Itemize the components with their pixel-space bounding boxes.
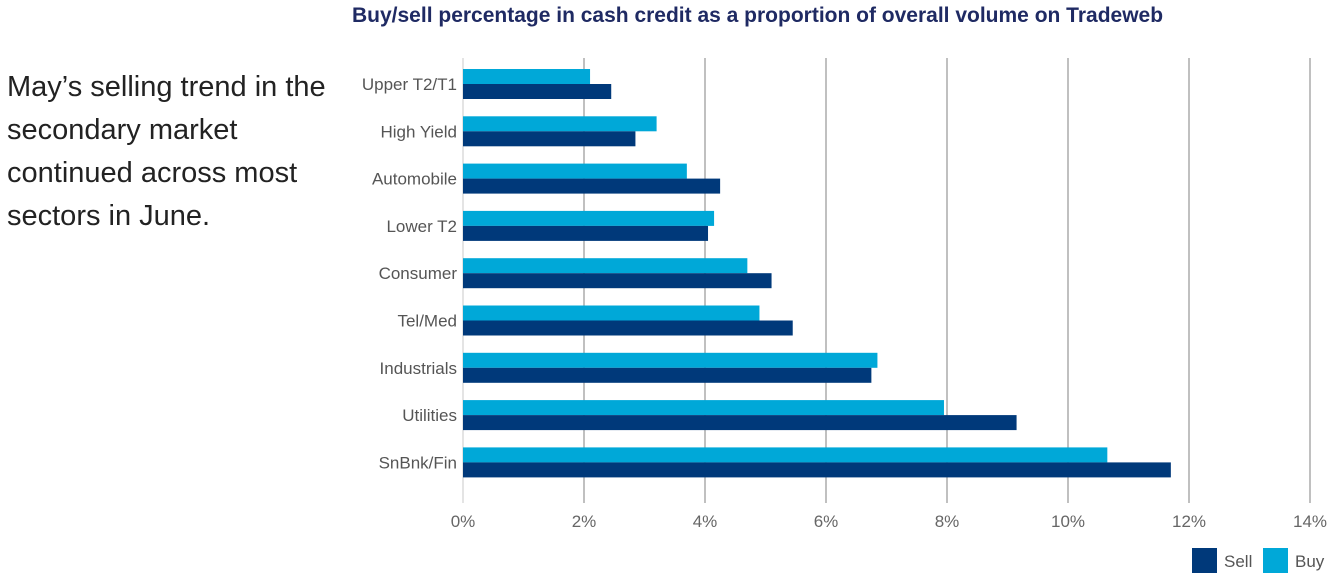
legend-swatch-buy — [1263, 548, 1288, 573]
buy-bar — [463, 352, 878, 368]
x-tick-label: 2% — [572, 512, 597, 531]
legend-swatch-sell — [1192, 548, 1217, 573]
sell-bar — [463, 273, 772, 289]
category-label: Consumer — [379, 264, 458, 283]
category-label: Automobile — [372, 170, 457, 189]
category-label: Industrials — [380, 359, 457, 378]
sell-bar — [463, 320, 793, 336]
category-label: High Yield — [380, 122, 457, 141]
sell-bar — [463, 367, 872, 383]
legend-label-sell: Sell — [1224, 552, 1252, 571]
sell-bar — [463, 462, 1171, 478]
buy-bar — [463, 116, 657, 132]
sell-bar — [463, 225, 709, 241]
category-label: Utilities — [402, 406, 457, 425]
summary-text: May’s selling trend in the secondary mar… — [7, 71, 326, 232]
chart-title: Buy/sell percentage in cash credit as a … — [352, 4, 1164, 27]
x-tick-label: 0% — [451, 512, 476, 531]
sell-bar — [463, 84, 612, 99]
sell-bar — [463, 415, 1017, 431]
buy-bar — [463, 163, 687, 179]
x-tick-label: 14% — [1293, 512, 1327, 531]
buy-bar — [463, 447, 1108, 463]
x-tick-label: 12% — [1172, 512, 1206, 531]
category-label: Upper T2/T1 — [362, 75, 457, 94]
category-label: Tel/Med — [397, 312, 457, 331]
x-tick-label: 8% — [935, 512, 960, 531]
sell-bar — [463, 178, 721, 194]
category-label: SnBnk/Fin — [379, 453, 457, 472]
legend-label-buy: Buy — [1295, 552, 1325, 571]
buy-bar — [463, 400, 944, 416]
category-label: Lower T2 — [386, 217, 457, 236]
buy-bar — [463, 258, 748, 274]
x-tick-label: 4% — [693, 512, 718, 531]
sell-bar — [463, 131, 636, 147]
x-tick-label: 10% — [1051, 512, 1085, 531]
buy-bar — [463, 69, 591, 84]
buy-bar — [463, 305, 760, 321]
buy-bar — [463, 210, 715, 226]
x-tick-label: 6% — [814, 512, 839, 531]
